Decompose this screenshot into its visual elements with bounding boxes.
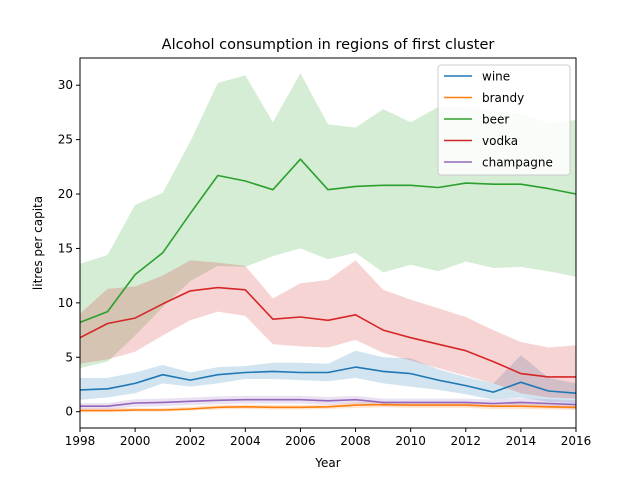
x-tick-label: 2014 bbox=[506, 434, 537, 448]
line-beer bbox=[79, 158, 577, 324]
plot-frame bbox=[79, 57, 577, 429]
legend: wine brandy beer vodka champagne bbox=[437, 64, 571, 176]
line-brandy bbox=[80, 403, 577, 412]
legend-label-champagne: champagne bbox=[482, 156, 553, 170]
legend-box bbox=[437, 64, 571, 176]
y-tick-label: 30 bbox=[58, 78, 73, 92]
y-axis: 0 5 10 15 20 25 30 bbox=[58, 78, 80, 419]
x-tick-label: 2016 bbox=[561, 434, 592, 448]
series-lines bbox=[79, 158, 577, 412]
x-tick-label: 2008 bbox=[340, 434, 371, 448]
y-tick-label: 5 bbox=[65, 350, 73, 364]
x-tick-label: 2006 bbox=[285, 434, 316, 448]
y-axis-label: litres per capita bbox=[31, 196, 45, 290]
legend-label-beer: beer bbox=[482, 113, 509, 127]
x-tick-label: 2012 bbox=[451, 434, 482, 448]
band-vodka bbox=[80, 260, 576, 399]
legend-label-wine: wine bbox=[482, 70, 510, 84]
x-axis: 1998 2000 2002 2004 2006 2008 2010 2012 2014 2016 bbox=[65, 428, 592, 448]
y-tick-label: 0 bbox=[65, 405, 73, 419]
chart-title: Alcohol consumption in regions of first … bbox=[162, 37, 495, 53]
x-axis-label: Year bbox=[314, 456, 340, 470]
line-vodka bbox=[79, 286, 576, 378]
legend-label-vodka: vodka bbox=[482, 134, 518, 148]
x-tick-label: 2000 bbox=[120, 434, 151, 448]
legend-label-brandy: brandy bbox=[482, 91, 524, 105]
x-tick-label: 2002 bbox=[175, 434, 206, 448]
y-tick-label: 20 bbox=[58, 187, 73, 201]
line-wine bbox=[79, 366, 577, 394]
band-wine bbox=[80, 350, 576, 403]
y-tick-label: 25 bbox=[58, 133, 73, 147]
y-tick-label: 10 bbox=[58, 296, 73, 310]
x-tick-label: 1998 bbox=[65, 434, 96, 448]
line-champagne bbox=[80, 398, 577, 408]
x-tick-label: 2004 bbox=[230, 434, 261, 448]
x-tick-label: 2010 bbox=[395, 434, 426, 448]
y-tick-label: 15 bbox=[58, 241, 73, 255]
band-champagne bbox=[80, 395, 576, 410]
